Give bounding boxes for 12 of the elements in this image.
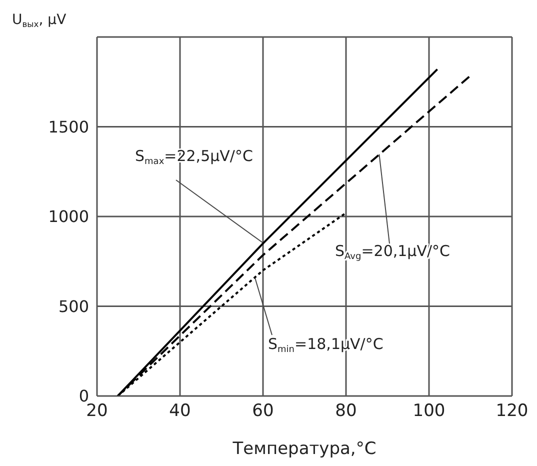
y-tick-label: 1000 bbox=[48, 207, 89, 226]
x-tick-label: 80 bbox=[335, 401, 357, 422]
y-tick-label: 500 bbox=[58, 296, 89, 316]
ylabel: U$_{вых}$, μV bbox=[12, 12, 66, 30]
y-tick-label: 0 bbox=[78, 386, 89, 406]
x-tick-label: 20 bbox=[86, 401, 108, 422]
x-axis-title: Температура,°C bbox=[232, 439, 376, 459]
x-tick-label: 40 bbox=[169, 401, 191, 422]
x-tick-label: 60 bbox=[252, 401, 274, 422]
x-tick-label: 100 bbox=[412, 401, 446, 422]
x-tick-label: 120 bbox=[496, 401, 528, 422]
y-tick-label: 1500 bbox=[48, 117, 89, 136]
